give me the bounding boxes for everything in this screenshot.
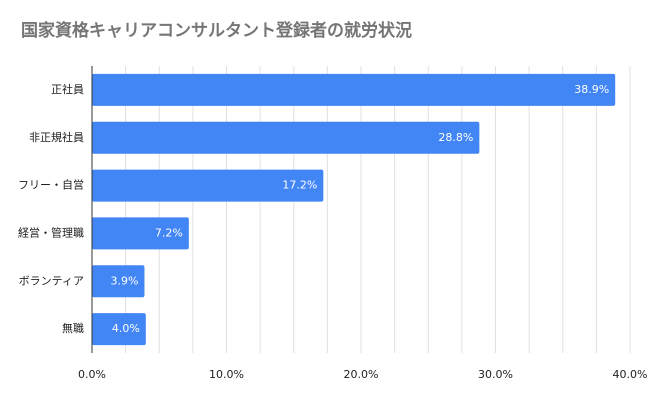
- data-label: 17.2%: [282, 179, 317, 192]
- category-label: 経営・管理職: [18, 225, 84, 239]
- data-label: 4.0%: [112, 322, 140, 335]
- category-label: 正社員: [51, 82, 84, 96]
- x-tick-label: 20.0%: [344, 368, 379, 381]
- data-label: 3.9%: [111, 274, 139, 287]
- bar: [92, 73, 616, 106]
- data-label: 38.9%: [574, 83, 609, 96]
- bar: [92, 265, 145, 298]
- chart-title: 国家資格キャリアコンサルタント登録者の就労状況: [21, 21, 412, 41]
- bar: [92, 313, 146, 346]
- bar: [92, 121, 480, 154]
- category-label: ボランティア: [19, 274, 84, 287]
- category-label: 無職: [62, 321, 84, 335]
- bar: [92, 217, 189, 250]
- data-label: 7.2%: [155, 226, 183, 239]
- x-tick-label: 40.0%: [613, 368, 648, 381]
- category-label: 非正規社員: [29, 130, 84, 144]
- x-tick-label: 10.0%: [209, 368, 244, 381]
- x-tick-label: 30.0%: [478, 368, 513, 381]
- category-label: フリー・自営: [18, 178, 84, 192]
- x-tick-label: 0.0%: [78, 368, 106, 381]
- data-label: 28.8%: [438, 131, 473, 144]
- bar: [92, 169, 324, 202]
